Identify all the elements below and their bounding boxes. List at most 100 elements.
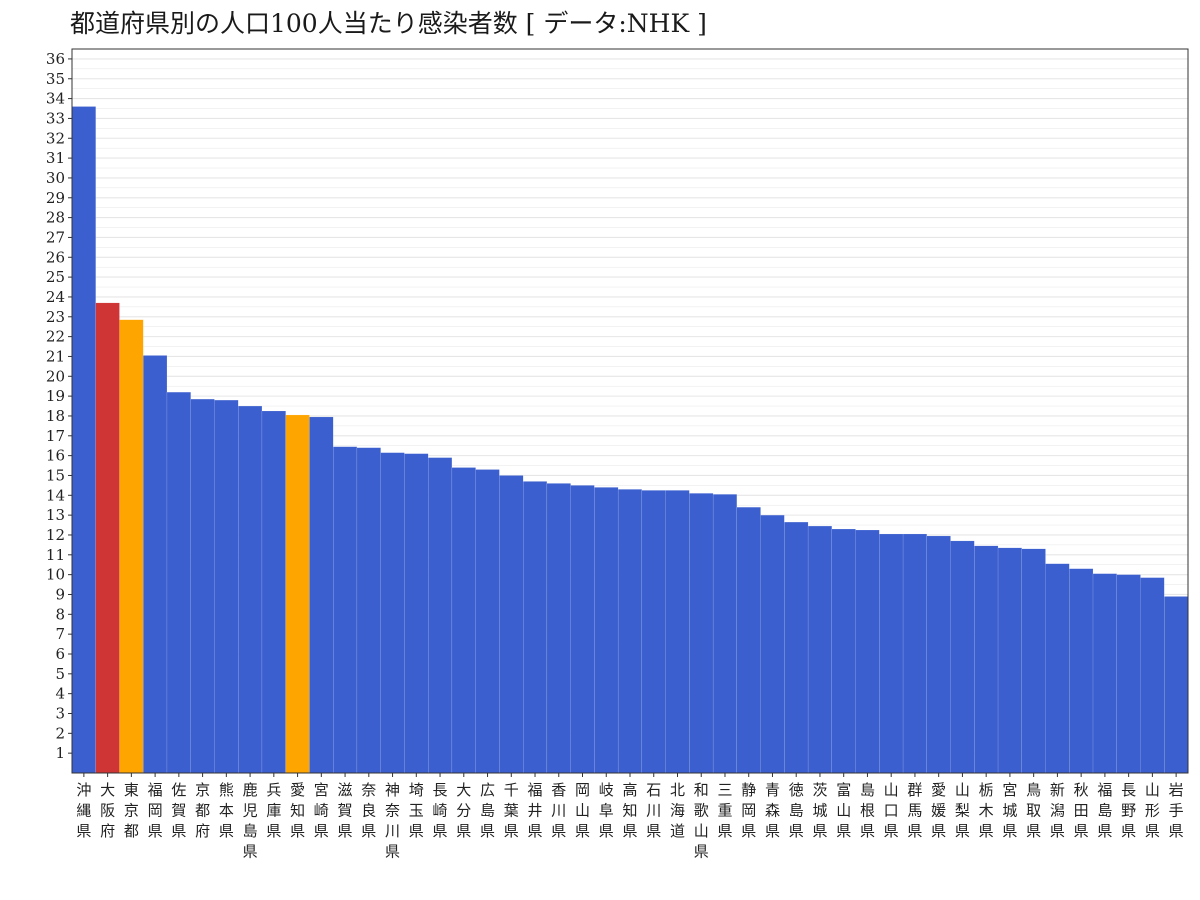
y-tick-label: 3 bbox=[55, 704, 65, 722]
bar-宮崎県 bbox=[309, 416, 334, 774]
y-tick-label: 25 bbox=[46, 268, 65, 286]
y-tick-label: 31 bbox=[46, 149, 65, 167]
x-tick-label: 高知県 bbox=[622, 781, 637, 840]
y-tick-label: 34 bbox=[46, 90, 65, 108]
bar-新潟県 bbox=[1045, 563, 1070, 774]
bar-熊本県 bbox=[214, 399, 239, 774]
x-tick-label: 静岡県 bbox=[741, 781, 756, 840]
y-tick-label: 9 bbox=[55, 585, 65, 603]
bar-沖縄県 bbox=[71, 106, 96, 774]
bar-山形県 bbox=[1140, 577, 1165, 774]
y-tick-label: 17 bbox=[46, 427, 65, 445]
bar-兵庫県 bbox=[261, 410, 286, 774]
y-tick-label: 12 bbox=[46, 526, 65, 544]
bar-京都府 bbox=[190, 398, 215, 774]
y-tick-label: 20 bbox=[46, 367, 65, 385]
bar-長崎県 bbox=[428, 457, 453, 774]
x-tick-label: 富山県 bbox=[836, 781, 851, 840]
bar-福島県 bbox=[1092, 573, 1117, 774]
x-tick-label: 佐賀県 bbox=[171, 781, 186, 840]
bar-佐賀県 bbox=[166, 392, 191, 774]
bar-東京都 bbox=[119, 319, 144, 774]
x-tick-label: 岡山県 bbox=[575, 781, 590, 840]
y-tick-label: 19 bbox=[46, 387, 65, 405]
bar-岐阜県 bbox=[594, 487, 619, 774]
y-tick-label: 27 bbox=[46, 228, 65, 246]
x-tick-label: 広島県 bbox=[480, 781, 495, 840]
x-tick-label: 石川県 bbox=[646, 781, 661, 840]
y-tick-label: 26 bbox=[46, 248, 65, 266]
x-tick-label: 新潟県 bbox=[1050, 781, 1065, 840]
x-tick-label: 栃木県 bbox=[979, 781, 994, 840]
x-tick-label: 福井県 bbox=[528, 781, 543, 840]
y-tick-label: 18 bbox=[46, 407, 65, 425]
y-tick-label: 1 bbox=[55, 744, 65, 762]
bar-鳥取県 bbox=[1021, 548, 1046, 774]
bar-和歌山県 bbox=[689, 493, 714, 774]
bar-滋賀県 bbox=[333, 446, 358, 774]
x-tick-label: 埼玉県 bbox=[409, 781, 424, 840]
x-axis: 沖縄県大阪府東京都福岡県佐賀県京都府熊本県鹿児島県兵庫県愛知県宮崎県滋賀県奈良県… bbox=[76, 773, 1184, 861]
y-tick-label: 4 bbox=[55, 685, 65, 703]
y-tick-label: 35 bbox=[46, 70, 65, 88]
x-tick-label: 沖縄県 bbox=[76, 781, 91, 840]
bar-奈良県 bbox=[356, 447, 381, 774]
x-tick-label: 愛媛県 bbox=[931, 781, 946, 840]
bar-大阪府 bbox=[95, 302, 120, 774]
bar-茨城県 bbox=[807, 525, 832, 774]
y-tick-label: 7 bbox=[55, 625, 65, 643]
x-tick-label: 福岡県 bbox=[148, 781, 163, 840]
y-tick-label: 13 bbox=[46, 506, 65, 524]
x-tick-label: 愛知県 bbox=[290, 781, 305, 840]
x-tick-label: 鹿児島県 bbox=[243, 781, 258, 861]
y-tick-label: 16 bbox=[46, 447, 65, 465]
bar-島根県 bbox=[855, 529, 880, 774]
y-tick-label: 32 bbox=[46, 129, 65, 147]
bar-香川県 bbox=[546, 483, 571, 774]
bar-山梨県 bbox=[950, 540, 975, 774]
bar-福岡県 bbox=[143, 355, 168, 774]
bar-愛知県 bbox=[285, 414, 310, 774]
bar-静岡県 bbox=[736, 507, 761, 774]
x-tick-label: 長野県 bbox=[1121, 781, 1136, 840]
bar-高知県 bbox=[617, 489, 643, 774]
x-tick-label: 茨城県 bbox=[812, 781, 827, 840]
y-tick-label: 29 bbox=[46, 189, 65, 207]
x-tick-label: 千葉県 bbox=[504, 781, 519, 840]
bar-山口県 bbox=[879, 533, 904, 774]
y-tick-label: 8 bbox=[55, 605, 65, 623]
x-tick-label: 神奈川県 bbox=[385, 781, 400, 861]
y-tick-label: 10 bbox=[46, 566, 65, 584]
x-tick-label: 大阪府 bbox=[100, 781, 115, 840]
x-tick-label: 香川県 bbox=[551, 781, 566, 840]
x-tick-label: 岩手県 bbox=[1169, 781, 1184, 840]
x-tick-label: 島根県 bbox=[860, 781, 875, 840]
y-tick-label: 36 bbox=[46, 50, 65, 68]
y-tick-label: 15 bbox=[46, 466, 65, 484]
x-tick-label: 奈良県 bbox=[361, 781, 376, 840]
y-tick-label: 6 bbox=[55, 645, 65, 663]
y-axis: 1234567891011121314151617181920212223242… bbox=[46, 50, 72, 762]
bar-群馬県 bbox=[902, 533, 927, 774]
bar-徳島県 bbox=[784, 521, 809, 774]
x-tick-label: 秋田県 bbox=[1074, 781, 1089, 840]
bar-富山県 bbox=[831, 528, 856, 774]
x-tick-label: 三重県 bbox=[717, 781, 732, 840]
bar-青森県 bbox=[760, 514, 785, 774]
x-tick-label: 滋賀県 bbox=[338, 781, 353, 840]
x-tick-label: 徳島県 bbox=[789, 781, 804, 840]
x-tick-label: 東京都 bbox=[124, 781, 139, 840]
bar-北海道 bbox=[665, 490, 690, 774]
y-tick-label: 2 bbox=[55, 724, 65, 742]
bar-長野県 bbox=[1116, 574, 1141, 774]
x-tick-label: 宮城県 bbox=[1002, 781, 1017, 840]
y-tick-label: 33 bbox=[46, 109, 65, 127]
x-tick-label: 長崎県 bbox=[433, 781, 448, 840]
bar-広島県 bbox=[475, 469, 500, 774]
x-tick-label: 岐阜県 bbox=[599, 781, 614, 840]
bar-愛媛県 bbox=[926, 535, 951, 774]
x-tick-label: 山梨県 bbox=[955, 781, 970, 840]
y-tick-label: 14 bbox=[46, 486, 65, 504]
x-tick-label: 群馬県 bbox=[907, 781, 922, 840]
